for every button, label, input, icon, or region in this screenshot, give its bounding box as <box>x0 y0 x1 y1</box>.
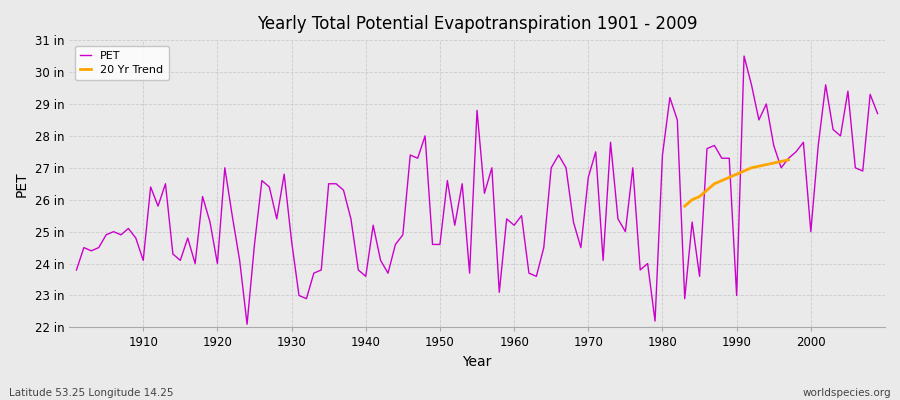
20 Yr Trend <box>776 159 787 164</box>
Title: Yearly Total Potential Evapotranspiration 1901 - 2009: Yearly Total Potential Evapotranspiratio… <box>256 15 698 33</box>
20 Yr Trend <box>753 164 764 169</box>
20 Yr Trend <box>769 161 779 166</box>
PET <box>508 223 519 228</box>
PET <box>301 296 311 301</box>
Text: worldspecies.org: worldspecies.org <box>803 388 891 398</box>
20 Yr Trend <box>739 168 750 173</box>
20 Yr Trend <box>716 178 727 183</box>
Y-axis label: PET: PET <box>15 171 29 196</box>
PET <box>130 236 141 240</box>
20 Yr Trend <box>680 204 690 208</box>
Line: PET: PET <box>76 56 878 324</box>
20 Yr Trend <box>702 188 713 192</box>
20 Yr Trend <box>709 181 720 186</box>
PET <box>739 54 750 58</box>
20 Yr Trend <box>687 197 698 202</box>
20 Yr Trend <box>724 175 734 180</box>
Text: Latitude 53.25 Longitude 14.25: Latitude 53.25 Longitude 14.25 <box>9 388 174 398</box>
PET <box>242 322 253 327</box>
20 Yr Trend <box>783 158 794 162</box>
PET <box>71 268 82 272</box>
Line: 20 Yr Trend: 20 Yr Trend <box>685 160 788 206</box>
20 Yr Trend <box>760 162 771 167</box>
20 Yr Trend <box>694 194 705 199</box>
PET <box>516 213 526 218</box>
PET <box>872 111 883 116</box>
PET <box>346 216 356 221</box>
20 Yr Trend <box>731 172 742 176</box>
20 Yr Trend <box>746 166 757 170</box>
PET <box>605 140 616 145</box>
X-axis label: Year: Year <box>463 355 491 369</box>
Legend: PET, 20 Yr Trend: PET, 20 Yr Trend <box>75 46 169 80</box>
